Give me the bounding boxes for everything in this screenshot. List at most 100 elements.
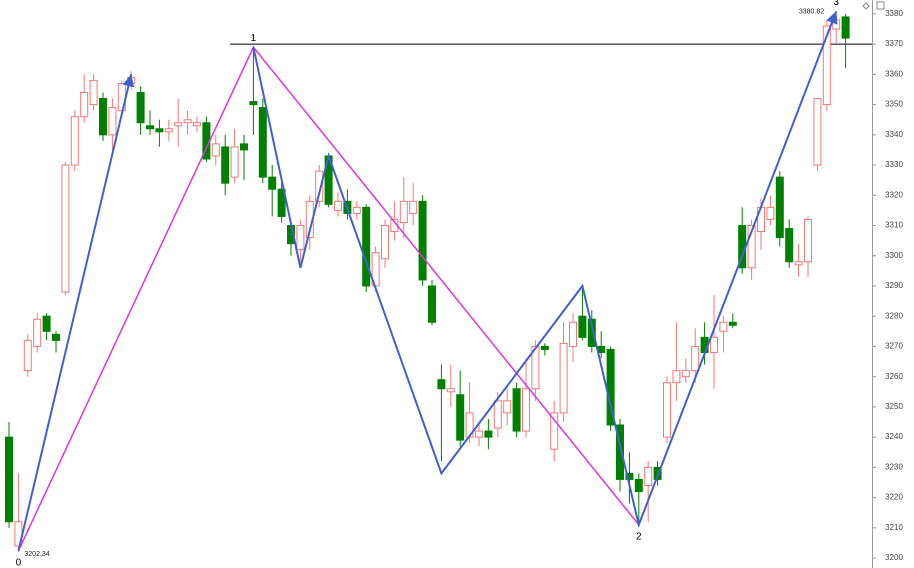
y-tick-label: 3240	[885, 432, 903, 441]
candle-body	[822, 25, 831, 106]
candle-body	[155, 128, 164, 133]
y-tick-label: 3290	[885, 281, 903, 290]
y-tick-label: 3250	[885, 402, 903, 411]
candle-body	[540, 345, 549, 350]
candle-body	[70, 116, 79, 166]
candle-body	[531, 345, 540, 390]
candle-body	[578, 315, 587, 338]
candle-body	[832, 19, 841, 30]
y-tick-label: 3200	[885, 553, 903, 562]
candle-body	[277, 188, 286, 217]
candle-body	[841, 16, 850, 39]
candle-body	[136, 92, 145, 124]
candle-body	[352, 206, 361, 214]
candle-body	[728, 321, 737, 326]
square-icon[interactable]	[876, 1, 885, 10]
candle-body	[813, 98, 822, 166]
wave-label: 1	[251, 33, 257, 44]
candle-body	[80, 92, 89, 118]
y-tick-label: 3350	[885, 100, 903, 109]
candle-body	[230, 146, 239, 178]
candle-body	[634, 478, 643, 493]
candle-body	[512, 388, 521, 432]
candle-body	[437, 379, 446, 390]
wave-label: 2	[636, 531, 642, 542]
candle-body	[5, 436, 13, 523]
candle-body	[399, 200, 408, 223]
wave-line	[252, 11, 838, 529]
candle-body	[493, 400, 502, 429]
candle-body	[315, 170, 324, 202]
candle-body	[794, 261, 803, 266]
y-tick-label: 3260	[885, 372, 903, 381]
candle-body	[710, 336, 718, 353]
candle-body	[559, 342, 568, 414]
candle-body	[249, 101, 258, 106]
candle-body	[428, 285, 436, 323]
candle-body	[183, 119, 192, 124]
y-tick-label: 3380	[885, 9, 903, 18]
candle-body	[663, 382, 671, 438]
candle-body	[174, 122, 183, 127]
y-tick-label: 3360	[885, 69, 903, 78]
wave-label: 3	[833, 0, 839, 8]
candle-body	[747, 225, 756, 269]
candle-body	[625, 472, 634, 480]
candle-body	[616, 424, 624, 480]
candle-body	[164, 128, 173, 133]
candle-body	[569, 321, 577, 347]
y-tick-label: 3270	[885, 342, 903, 351]
candle-body	[644, 466, 653, 486]
candle-body	[23, 339, 32, 372]
y-tick-label: 3280	[885, 311, 903, 320]
candle-body	[258, 107, 267, 178]
candle-body	[240, 143, 248, 151]
candle-body	[334, 200, 342, 211]
candle-body	[99, 98, 107, 136]
candle-body	[61, 164, 70, 293]
candle-body	[211, 143, 220, 157]
candle-body	[719, 321, 728, 332]
candle-body	[381, 225, 389, 260]
candle-body	[296, 225, 305, 251]
candle-body	[503, 400, 512, 414]
y-tick-label: 3340	[885, 130, 903, 139]
candle-body	[33, 318, 42, 347]
price-label: 3202.34	[24, 551, 49, 558]
candle-body	[456, 394, 465, 441]
candle-body	[146, 125, 154, 130]
candle-body	[418, 200, 427, 281]
candle-body	[89, 79, 98, 106]
diamond-icon[interactable]	[862, 2, 870, 10]
candle-body	[475, 430, 483, 438]
candle-body	[672, 370, 681, 384]
y-tick-label: 3300	[885, 251, 903, 260]
wave-line	[17, 74, 135, 552]
candle-body	[362, 206, 371, 287]
candle-body	[446, 388, 455, 393]
wave-label: 0	[16, 558, 22, 568]
y-tick-label: 3230	[885, 462, 903, 471]
candle-body	[587, 318, 596, 347]
candle-body	[522, 388, 530, 432]
candle-body	[681, 370, 690, 378]
y-tick-label: 3330	[885, 160, 903, 169]
candle-body	[766, 206, 775, 220]
candle-body	[221, 146, 230, 184]
y-tick-label: 3310	[885, 221, 903, 230]
candle-body	[42, 315, 51, 332]
candle-body	[268, 176, 277, 190]
candle-body	[193, 122, 201, 127]
candle-body	[52, 333, 60, 341]
y-tick-label: 3320	[885, 190, 903, 199]
y-tick-label: 3210	[885, 523, 903, 532]
candle-body	[691, 345, 700, 372]
candle-body	[108, 107, 117, 136]
candle-body	[409, 200, 418, 214]
price-label: 3380.82	[799, 8, 824, 15]
candle-body	[550, 412, 559, 450]
y-tick-label: 3370	[885, 39, 903, 48]
candle-body	[484, 430, 493, 438]
